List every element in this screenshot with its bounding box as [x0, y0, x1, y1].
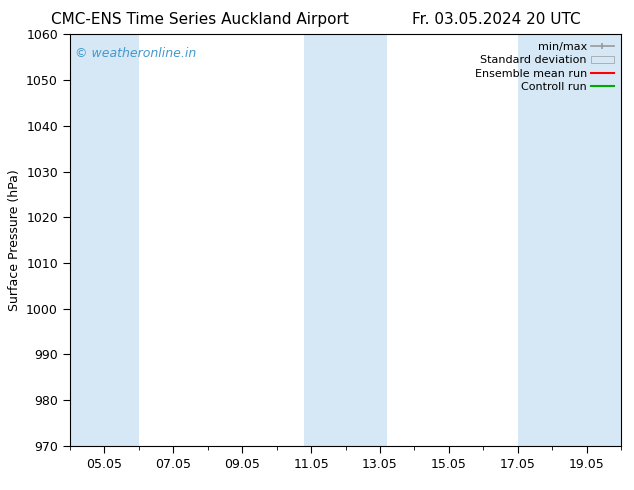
Legend: min/max, Standard deviation, Ensemble mean run, Controll run: min/max, Standard deviation, Ensemble me…	[472, 40, 616, 94]
Text: CMC-ENS Time Series Auckland Airport: CMC-ENS Time Series Auckland Airport	[51, 12, 349, 27]
Text: Fr. 03.05.2024 20 UTC: Fr. 03.05.2024 20 UTC	[412, 12, 581, 27]
Y-axis label: Surface Pressure (hPa): Surface Pressure (hPa)	[8, 169, 20, 311]
Bar	[70, 34, 139, 446]
Bar	[518, 34, 621, 446]
Bar	[304, 34, 387, 446]
Text: © weatheronline.in: © weatheronline.in	[75, 47, 197, 60]
